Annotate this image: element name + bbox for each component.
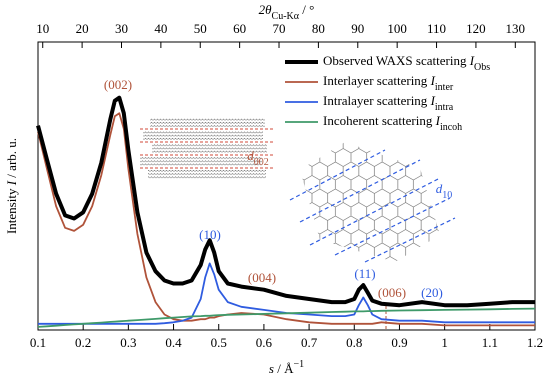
legend-entry-part: I — [435, 113, 441, 128]
x-tick-label: 0.6 — [256, 335, 273, 350]
annotation-part: (20) — [421, 285, 443, 300]
series-line — [37, 307, 536, 328]
x2-tick-label: 70 — [273, 21, 286, 36]
legend-entry-part: Obs — [474, 62, 490, 73]
annotation: (11) — [354, 266, 375, 281]
x2-tick-label: 30 — [115, 21, 128, 36]
legend-entry-part: intra — [435, 102, 454, 113]
annotation-part: d — [247, 148, 254, 163]
annotation: (10) — [199, 227, 221, 242]
legend-entry-part: I — [430, 93, 436, 108]
x-tick-label: 0.5 — [211, 335, 227, 350]
annotation: (004) — [248, 270, 276, 285]
x-tick-label: 0.1 — [30, 335, 46, 350]
plot-frame — [37, 41, 536, 331]
x-tick-label: 1.2 — [527, 335, 543, 350]
annotation-part: (002) — [104, 77, 132, 92]
legend-entry: Intralayer scattering Iintra — [323, 93, 454, 113]
x-tick-label: 0.9 — [391, 335, 407, 350]
x-axis-label-part: / Å — [274, 361, 294, 376]
annotation: (20) — [421, 285, 443, 300]
legend-entry-part: Observed WAXS scattering — [323, 53, 470, 68]
x-tick-label: 1 — [441, 335, 448, 350]
y-axis-label-part: Intensity — [4, 185, 19, 234]
graphite-stack — [140, 118, 275, 179]
x2-tick-label: 20 — [76, 21, 89, 36]
x2-tick-label: 120 — [466, 21, 486, 36]
legend-entry-part: Incoherent scattering — [323, 113, 436, 128]
x-tick-label: 0.3 — [120, 335, 136, 350]
x2-tick-label: 60 — [233, 21, 246, 36]
series-line — [36, 95, 535, 308]
x-axis-label: s / Å−1 — [269, 359, 304, 376]
annotation: (006) — [378, 285, 406, 300]
x2-tick-label: 80 — [312, 21, 325, 36]
x2-axis-label-part: / ° — [299, 2, 314, 17]
series-line — [38, 262, 535, 325]
y-axis-label-part: I — [4, 180, 19, 186]
annotation-part: 002 — [254, 157, 269, 168]
x-tick-label: 0.7 — [301, 335, 318, 350]
legend-entry-part: I — [469, 53, 475, 68]
x-tick-label: 0.2 — [75, 335, 91, 350]
annotation: d10 — [436, 181, 453, 201]
annotation-part: d — [436, 181, 443, 196]
y-axis-label: Intensity I / arb. u. — [4, 138, 19, 234]
x2-tick-label: 130 — [506, 21, 526, 36]
x2-axis-label: 2θCu-Kα / ° — [259, 2, 315, 22]
x2-tick-label: 100 — [387, 21, 407, 36]
legend-entry-part: incoh — [440, 122, 462, 133]
x-tick-label: 1.1 — [482, 335, 498, 350]
annotation-part: 10 — [442, 190, 452, 201]
series-line — [37, 112, 535, 327]
legend-entry: Incoherent scattering Iincoh — [323, 113, 462, 133]
legend-entry-part: inter — [435, 82, 454, 93]
annotation-part: (11) — [354, 266, 375, 281]
annotation: d002 — [247, 148, 269, 168]
x-axis-label-part: −1 — [293, 359, 304, 370]
x2-tick-label: 10 — [36, 21, 49, 36]
legend-entry-part: Intralayer scattering — [323, 93, 431, 108]
x-axis-label-part: s — [269, 361, 274, 376]
legend-entry: Interlayer scattering Iinter — [323, 73, 454, 93]
x2-axis-label-part: Cu-Kα — [272, 11, 300, 22]
x2-tick-label: 110 — [427, 21, 446, 36]
annotation-part: (10) — [199, 227, 221, 242]
legend-entry-part: Interlayer scattering — [323, 73, 431, 88]
x2-tick-label: 90 — [351, 21, 364, 36]
annotation-part: (006) — [378, 285, 406, 300]
legend-entry-part: I — [430, 73, 436, 88]
x2-tick-label: 40 — [154, 21, 167, 36]
annotation: (002) — [104, 77, 132, 92]
x-tick-label: 0.4 — [165, 335, 182, 350]
legend-entry: Observed WAXS scattering IObs — [323, 53, 490, 73]
graphene-lattice — [289, 142, 456, 263]
y-axis-label-part: / arb. u. — [4, 138, 19, 181]
x-tick-label: 0.8 — [346, 335, 362, 350]
x2-tick-label: 50 — [194, 21, 207, 36]
annotation-part: (004) — [248, 270, 276, 285]
x2-axis-label-part: 2θ — [259, 2, 273, 17]
